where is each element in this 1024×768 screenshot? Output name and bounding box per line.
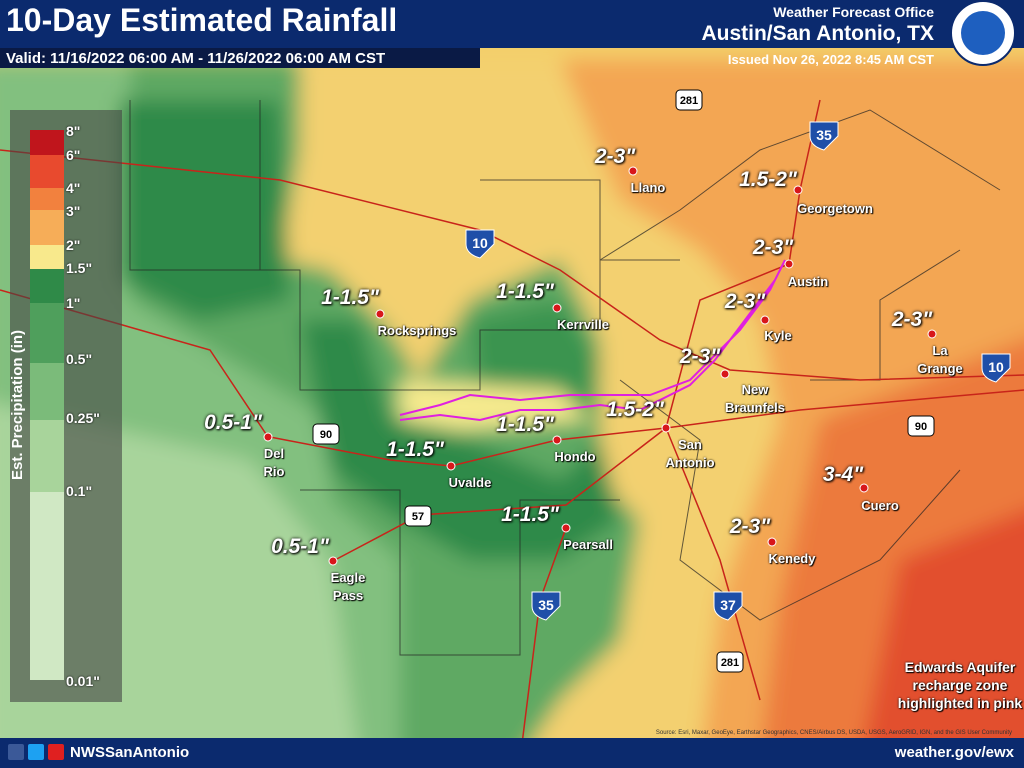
aquifer-note: Edwards Aquifer recharge zone highlighte… (897, 659, 1023, 711)
legend-label: 1" (66, 295, 81, 311)
city-label: Uvalde (448, 475, 492, 490)
issued-time: Issued Nov 26, 2022 8:45 AM CST (727, 52, 934, 67)
legend-label: 0.01" (66, 673, 100, 689)
legend-bar (30, 130, 64, 680)
legend-label: 1.5" (66, 260, 93, 276)
legend-label: 3" (66, 203, 81, 219)
shield-number: 10 (472, 235, 488, 251)
legend-label: 4" (66, 180, 81, 196)
shield-number: 281 (680, 95, 698, 107)
shield-number: 35 (538, 597, 554, 613)
valid-period: Valid: 11/16/2022 06:00 AM - 11/26/2022 … (6, 50, 386, 67)
shield-number: 10 (988, 359, 1004, 375)
office-location: Austin/San Antonio, TX (701, 22, 934, 45)
rainfall-label: 1.5-2" (606, 398, 664, 421)
legend-label: 0.5" (66, 351, 93, 367)
shields: 281 35 10 10 90 90 57 35 37 281 (312, 89, 1011, 673)
city-dots (263, 166, 937, 566)
city-label: Del Rio (263, 446, 285, 479)
rainfall-label: 2-3" (594, 145, 636, 168)
city-label: Eagle Pass (330, 570, 366, 603)
legend-title: Est. Precipitation (in) (9, 330, 26, 480)
social-handle: NWSSanAntonio (70, 744, 190, 761)
rainfall-label: 2-3" (724, 290, 766, 313)
rainfall-label: 1-1.5" (496, 413, 554, 436)
shield-number: 35 (816, 127, 832, 143)
website: weather.gov/ewx (894, 744, 1014, 761)
social-icons (8, 744, 64, 760)
office: Weather Forecast Office (773, 4, 934, 20)
rainfall-label: 2-3" (752, 236, 794, 259)
legend-label: 6" (66, 147, 81, 163)
rainfall-label: 1-1.5" (321, 286, 379, 309)
rainfall-label: 0.5-1" (204, 411, 262, 434)
rainfall-label: 1-1.5" (386, 438, 444, 461)
shield-number: 90 (320, 429, 332, 441)
header-bar (0, 0, 1024, 48)
title: 10-Day Estimated Rainfall (6, 2, 398, 38)
shield-number: 57 (412, 511, 424, 523)
city-label: Llano (630, 180, 666, 195)
rainfall-label: 0.5-1" (271, 535, 329, 558)
city-label: Pearsall (563, 537, 613, 552)
city-label: Kenedy (768, 551, 816, 566)
legend-label: 0.1" (66, 483, 93, 499)
rainfall-label: 2-3" (729, 515, 771, 538)
rainfall-label: 1-1.5" (496, 280, 554, 303)
footer-bar (0, 738, 1024, 768)
legend-panel (10, 110, 122, 702)
highways (0, 99, 1024, 761)
rainfall-label: 2-3" (891, 308, 933, 331)
shield-number: 281 (721, 657, 739, 669)
county-lines (129, 100, 1001, 656)
legend-label: 8" (66, 123, 81, 139)
city-label: New Braunfels (725, 382, 785, 415)
rainfall-label: 1.5-2" (739, 168, 797, 191)
city-label: La Grange (917, 343, 963, 376)
attribution: Source: Esri, Maxar, GeoEye, Earthstar G… (656, 730, 1012, 736)
city-label: Austin (787, 274, 829, 289)
aquifer-zone (399, 259, 786, 422)
rainfall-label: 2-3" (679, 345, 721, 368)
nws-logo-inner (961, 11, 1005, 55)
shield-number: 37 (720, 597, 736, 613)
city-label: Hondo (554, 449, 596, 464)
legend-label: 2" (66, 237, 81, 253)
city-label: Kyle (764, 328, 792, 343)
legend-label: 0.25" (66, 410, 100, 426)
city-label: San Antonio (665, 437, 715, 470)
city-label: Rocksprings (377, 323, 457, 338)
rainfall-label: 1-1.5" (501, 503, 559, 526)
city-label: Cuero (861, 498, 899, 513)
valid-bar (0, 48, 480, 68)
rainfall-label: 3-4" (822, 463, 864, 486)
city-label: Kerrville (556, 317, 610, 332)
city-label: Georgetown (797, 201, 873, 216)
shield-number: 90 (915, 421, 927, 433)
